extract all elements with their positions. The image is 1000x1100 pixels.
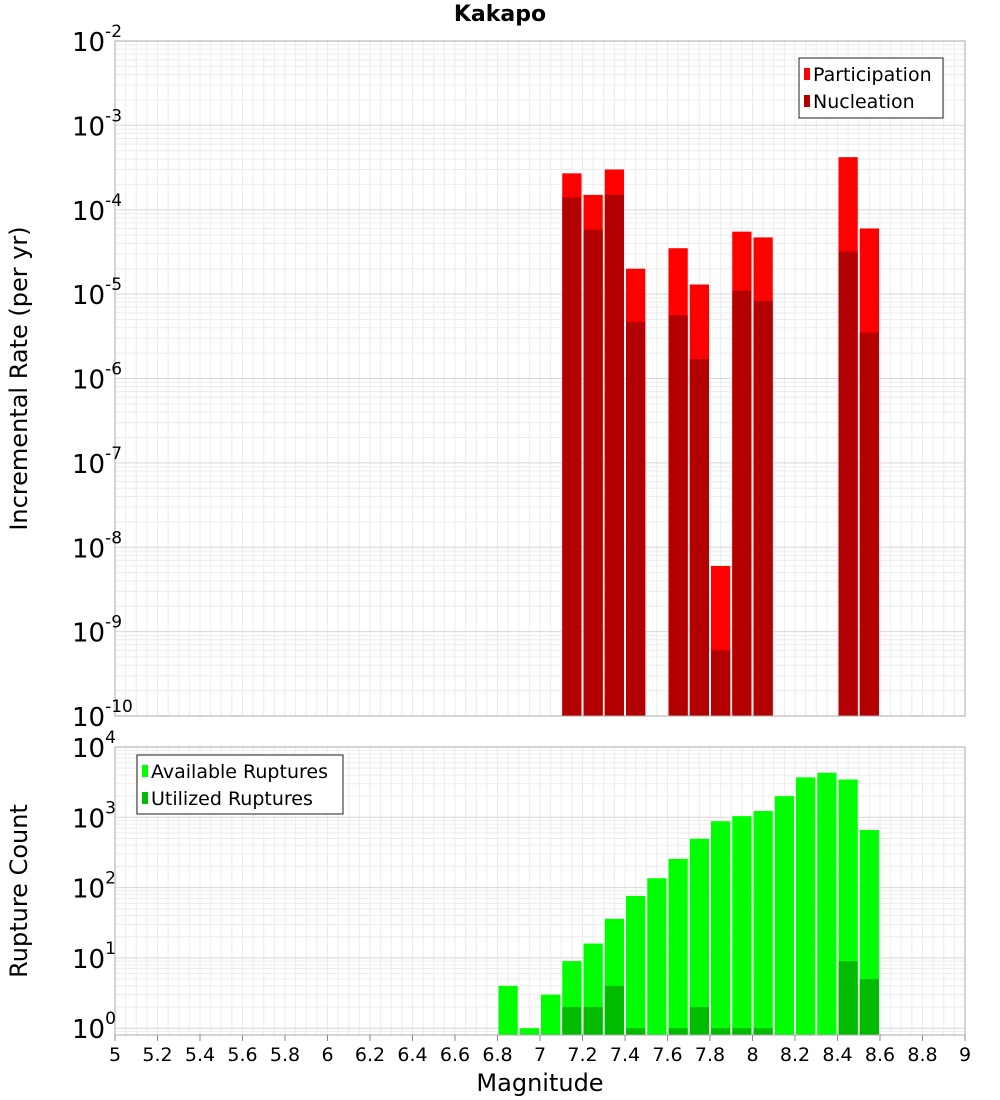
- y-tick-label: 10-2: [72, 22, 122, 58]
- y-tick-label: 10-7: [72, 444, 122, 480]
- series-nucleation: [562, 194, 879, 717]
- bar: [732, 816, 752, 1035]
- legend-swatch: [142, 765, 148, 777]
- y-tick-label: 10-3: [72, 106, 122, 142]
- x-tick-label: 9: [959, 1044, 971, 1066]
- bar: [626, 895, 646, 1035]
- y-tick-label: 102: [72, 869, 116, 905]
- bar: [668, 315, 688, 716]
- y-axis-label: Incremental Rate (per yr): [5, 226, 33, 530]
- x-tick-label: 8.2: [780, 1044, 810, 1066]
- legend: Participation Nucleation: [798, 57, 944, 119]
- x-tick-label: 8.8: [907, 1044, 937, 1066]
- y-tick-label: 10-6: [72, 360, 122, 396]
- bar: [583, 229, 603, 717]
- y-tick-label: 10-9: [72, 613, 122, 649]
- bar: [753, 810, 773, 1035]
- bar: [519, 1028, 539, 1035]
- legend-label: Nucleation: [813, 91, 915, 113]
- bar: [583, 1007, 603, 1035]
- x-tick-label: 6.8: [482, 1044, 512, 1066]
- chart-title: Kakapo: [453, 2, 547, 27]
- series-utilized-ruptures: [562, 961, 879, 1035]
- x-tick-label: 5.2: [142, 1044, 172, 1066]
- legend-box: [136, 754, 344, 815]
- legend-box: [798, 57, 944, 119]
- bar: [732, 290, 752, 716]
- x-tick-label: 7.4: [610, 1044, 640, 1066]
- legend-swatch: [804, 95, 810, 107]
- panel-1: 10-2 10-3 10-4 10-5 10-6 10-7 10-8 10-9 10-10 Inc…: [5, 22, 966, 733]
- bar: [859, 979, 879, 1035]
- x-tick-label: 5.8: [270, 1044, 300, 1066]
- bar: [541, 994, 561, 1035]
- bar: [859, 332, 879, 716]
- legend-label: Utilized Ruptures: [151, 788, 313, 810]
- y-tick-label: 103: [72, 798, 116, 834]
- y-axis-label: Rupture Count: [5, 804, 33, 978]
- x-tick-label: 6: [321, 1044, 333, 1066]
- x-tick-label: 7.8: [695, 1044, 725, 1066]
- x-tick-label: 8: [746, 1044, 758, 1066]
- x-tick-label: 5.6: [227, 1044, 257, 1066]
- legend-swatch: [804, 68, 810, 80]
- y-tick-label: 100: [72, 1009, 116, 1045]
- x-tick-label: 6.6: [440, 1044, 470, 1066]
- legend-swatch: [142, 792, 148, 804]
- bar: [626, 321, 646, 716]
- x-tick-label: 6.2: [355, 1044, 385, 1066]
- bar: [838, 961, 858, 1035]
- bar: [604, 985, 624, 1035]
- x-tick-label: 7: [534, 1044, 546, 1066]
- bar: [689, 838, 709, 1035]
- bar: [838, 251, 858, 716]
- x-tick-label: 5.4: [185, 1044, 215, 1066]
- x-tick-label: 8.4: [822, 1044, 852, 1066]
- bar: [604, 194, 624, 716]
- y-tick-label: 10-8: [72, 528, 122, 564]
- bar: [647, 878, 667, 1035]
- bar: [753, 1028, 773, 1035]
- bar: [711, 1028, 731, 1035]
- x-tick-label: 6.4: [397, 1044, 427, 1066]
- x-tick-label: 8.6: [865, 1044, 895, 1066]
- y-tick-label: 10-5: [72, 275, 122, 311]
- bar: [562, 197, 582, 717]
- bar: [498, 985, 518, 1035]
- y-tick-label: 101: [72, 939, 116, 975]
- bar: [668, 858, 688, 1035]
- bar: [796, 777, 816, 1035]
- bar: [689, 1007, 709, 1035]
- x-tick-label: 5: [109, 1044, 121, 1066]
- legend: Available Ruptures Utilized Ruptures: [136, 754, 344, 815]
- panel-2: 104 103 102 101 100 Rupture Count Available Ru…: [5, 728, 971, 1097]
- x-axis-label: Magnitude: [476, 1069, 603, 1097]
- bar: [562, 1007, 582, 1035]
- bar: [817, 772, 837, 1035]
- legend-label: Available Ruptures: [151, 761, 328, 783]
- bar: [711, 650, 731, 716]
- bar: [753, 300, 773, 716]
- x-tick-label: 7.2: [567, 1044, 597, 1066]
- plot-frame: [114, 40, 966, 717]
- legend-label: Participation: [813, 64, 932, 86]
- y-tick-label: 104: [72, 728, 116, 764]
- gridlines: [114, 40, 966, 717]
- bar: [668, 1028, 688, 1035]
- bar: [732, 1028, 752, 1035]
- bar: [774, 796, 794, 1035]
- bar: [689, 359, 709, 716]
- y-tick-label: 10-4: [72, 191, 122, 227]
- bar: [711, 821, 731, 1035]
- x-tick-label: 7.6: [652, 1044, 682, 1066]
- bar: [626, 1028, 646, 1035]
- y-tick-label: 10-10: [72, 697, 133, 733]
